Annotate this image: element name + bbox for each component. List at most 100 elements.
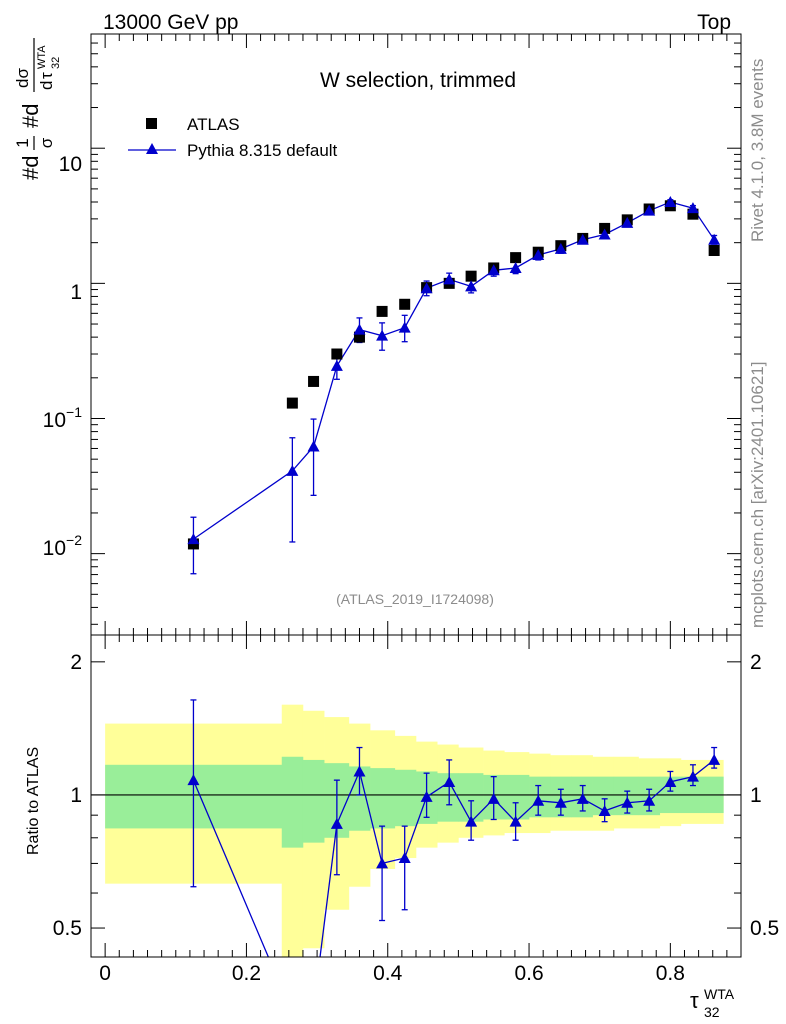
svg-text:WTA: WTA xyxy=(704,986,735,1002)
mcplots-label: mcplots.cern.ch [arXiv:2401.10621] xyxy=(748,362,767,628)
mc-point xyxy=(353,323,366,335)
xtick-label: 0.2 xyxy=(232,962,261,985)
atlas-point xyxy=(465,270,477,282)
ratio-point xyxy=(443,775,456,787)
svg-text:dσ: dσ xyxy=(13,68,32,88)
ratio-data-layer xyxy=(91,699,741,957)
ratio-xlabel: τ WTA 32 xyxy=(690,986,735,1020)
ratio-point xyxy=(686,770,699,782)
svg-text:τ: τ xyxy=(37,72,56,79)
main-data-layer xyxy=(187,195,721,575)
mc-point xyxy=(621,216,634,228)
band-inner-bin xyxy=(302,759,325,843)
mc-point xyxy=(708,233,721,245)
mc-point xyxy=(532,249,545,261)
ratio-point xyxy=(576,792,589,804)
ratio-ytick-label-left: 2 xyxy=(70,651,82,674)
header-right: Top xyxy=(697,11,731,34)
atlas-point xyxy=(708,245,720,257)
band-inner-bin xyxy=(370,768,396,829)
mc-point xyxy=(307,440,320,452)
atlas-point xyxy=(308,375,320,387)
svg-text:1: 1 xyxy=(13,138,32,147)
mc-line xyxy=(193,201,715,540)
ratio-point xyxy=(398,852,411,864)
ratio-point xyxy=(643,794,656,806)
mc-point xyxy=(664,195,677,207)
legend-marker-pythia xyxy=(146,143,158,154)
ratio-ticks: 0.5 0.5 1 1 2 2 0 0.2 0.4 0.6 0.8 xyxy=(53,635,779,985)
mc-point xyxy=(643,204,656,216)
mc-point xyxy=(598,228,611,240)
atlas-point xyxy=(353,331,365,343)
mc-point xyxy=(376,329,389,341)
ratio-ytick-label-left: 0.5 xyxy=(53,917,82,940)
svg-text:#d: #d xyxy=(18,156,43,180)
ratio-point xyxy=(532,794,545,806)
band-inner-bin xyxy=(613,776,639,816)
xtick-label: 0.8 xyxy=(656,962,685,985)
mc-point xyxy=(420,282,433,294)
ratio-point xyxy=(353,765,366,777)
ratio-ytick-label-left: 1 xyxy=(70,784,82,807)
ratio-point xyxy=(554,796,567,808)
ratio-point xyxy=(598,804,611,816)
atlas-point xyxy=(399,298,411,310)
svg-text:#d: #d xyxy=(18,104,43,128)
svg-text:τ: τ xyxy=(690,988,699,1013)
rivet-label: Rivet 4.1.0, 3.8M events xyxy=(748,59,767,242)
ratio-point xyxy=(187,774,200,786)
mc-point xyxy=(187,533,200,545)
ytick-label-1e-1: 10−1 xyxy=(43,404,83,432)
mc-point xyxy=(330,359,343,371)
main-ticks xyxy=(91,33,741,635)
ratio-ytick-label-right: 0.5 xyxy=(750,917,779,940)
band-inner-bin xyxy=(592,776,615,816)
legend-label-pythia: Pythia 8.315 default xyxy=(187,141,338,160)
mc-point xyxy=(443,273,456,285)
header-left: 13000 GeV pp xyxy=(103,11,238,34)
svg-text:32: 32 xyxy=(50,57,62,69)
band-inner-bin xyxy=(394,769,417,827)
chart-title: W selection, trimmed xyxy=(320,69,516,92)
atlas-point xyxy=(376,305,388,317)
svg-text:32: 32 xyxy=(704,1004,720,1020)
ytick-label-1: 1 xyxy=(70,281,82,304)
ratio-point xyxy=(420,790,433,802)
legend-marker-atlas xyxy=(146,118,157,129)
ratio-point xyxy=(330,817,343,829)
ratio-point xyxy=(664,775,677,787)
legend: ATLAS Pythia 8.315 default xyxy=(128,115,338,160)
mc-point xyxy=(554,242,567,254)
mc-point xyxy=(465,280,478,292)
ratio-point xyxy=(465,815,478,827)
band-inner-bin xyxy=(281,756,304,848)
atlas-point xyxy=(331,348,343,360)
svg-text:d: d xyxy=(37,81,56,90)
atlas-point xyxy=(510,252,522,264)
ratio-point xyxy=(621,796,634,808)
mc-point xyxy=(686,202,699,214)
atlas-point xyxy=(286,397,298,409)
ytick-label-10: 10 xyxy=(59,153,82,176)
ratio-point xyxy=(708,753,721,765)
analysis-watermark: (ATLAS_2019_I1724098) xyxy=(336,591,494,607)
xtick-label: 0 xyxy=(99,962,111,985)
xtick-label: 0.4 xyxy=(373,962,403,985)
ratio-ytick-label-right: 1 xyxy=(750,784,762,807)
xtick-label: 0.6 xyxy=(514,962,543,985)
svg-text:WTA: WTA xyxy=(36,45,48,69)
ratio-panel: 0.5 0.5 1 1 2 2 0 0.2 0.4 0.6 0.8 Ratio to ATLAS τ… xyxy=(25,634,779,1020)
svg-text:σ: σ xyxy=(37,137,56,148)
main-ylabel: #d 1 σ #d dσ d τ WTA 32 xyxy=(13,38,62,180)
legend-label-atlas: ATLAS xyxy=(187,115,240,134)
ratio-point xyxy=(376,857,389,869)
mc-point xyxy=(576,233,589,245)
ratio-point xyxy=(509,815,522,827)
band-inner-bin xyxy=(529,776,551,818)
mc-point xyxy=(509,261,522,273)
ratio-ylabel: Ratio to ATLAS xyxy=(25,747,42,855)
mc-point xyxy=(286,464,299,476)
ratio-point xyxy=(487,792,500,804)
